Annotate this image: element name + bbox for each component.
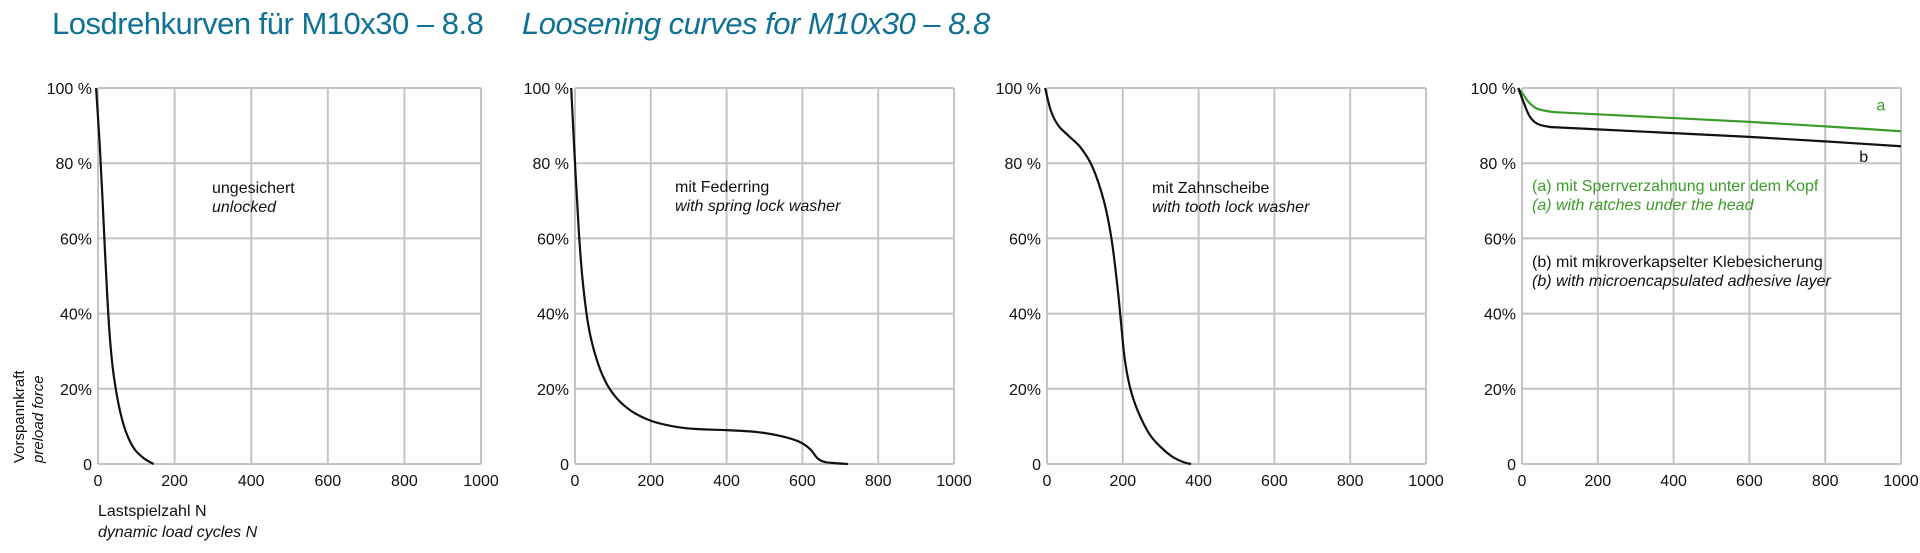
axis-labels: Vorspannkraft preload force Lastspielzah… <box>11 370 258 541</box>
x-tick-label: 0 <box>1043 473 1052 490</box>
series-line-tooth-lock-washer <box>1044 87 1192 466</box>
y-tick-label: 0 <box>1507 457 1516 474</box>
y-tick-label: 0 <box>1032 457 1041 474</box>
x-tick-label: 200 <box>161 473 188 490</box>
x-tick-label: 200 <box>1109 473 1136 490</box>
y-axis-label-de: Vorspannkraft <box>11 370 28 463</box>
x-tick-label: 400 <box>1660 473 1687 490</box>
x-tick-label: 1000 <box>936 473 972 490</box>
x-tick-label: 600 <box>1261 473 1288 490</box>
series-line-spring-lock-washer <box>570 87 848 466</box>
x-tick-label: 1000 <box>463 473 499 490</box>
y-tick-label: 0 <box>83 457 92 474</box>
page-title-english: Loosening curves for M10x30 – 8.8 <box>522 6 990 41</box>
x-tick-label: 400 <box>713 473 740 490</box>
x-axis-label-en: dynamic load cycles N <box>98 524 258 541</box>
y-tick-label: 40% <box>1009 307 1041 324</box>
chart-4: 0 200 400 600 800 1000 0 20% 40% 60% 80 % 100 % (a) … <box>1471 81 1919 490</box>
y-tick-label: 20% <box>1484 382 1516 399</box>
y-tick-label: 80 % <box>56 156 92 173</box>
y-tick-label: 40% <box>1484 307 1516 324</box>
y-tick-label: 40% <box>60 307 92 324</box>
page-title-german: Losdrehkurven für M10x30 – 8.8 <box>52 6 484 41</box>
y-axis-label-en: preload force <box>30 375 47 464</box>
y-tick-label: 100 % <box>524 81 569 98</box>
y-tick-label: 100 % <box>1471 81 1516 98</box>
y-tick-label: 20% <box>1009 382 1041 399</box>
x-tick-label: 0 <box>1518 473 1527 490</box>
y-tick-label: 0 <box>560 457 569 474</box>
x-tick-label: 200 <box>637 473 664 490</box>
series-label-a: a <box>1876 97 1885 114</box>
legend-entry-de: (b) mit mikroverkapselter Klebesicherung <box>1532 254 1823 271</box>
chart-3: 0 200 400 600 800 1000 0 20% 40% 60% 80 % 100 % mit … <box>996 81 1444 490</box>
y-tick-label: 100 % <box>47 81 92 98</box>
annotation-de: mit Zahnscheibe <box>1152 180 1269 197</box>
x-tick-label: 1000 <box>1408 473 1444 490</box>
series-line-b <box>1517 87 1902 148</box>
annotation-de: ungesichert <box>212 180 295 197</box>
series-line-unlocked <box>94 87 155 465</box>
y-tick-label: 100 % <box>996 81 1041 98</box>
x-tick-label: 1000 <box>1883 473 1919 490</box>
x-tick-label: 0 <box>94 473 103 490</box>
x-tick-label: 800 <box>865 473 892 490</box>
chart-2: 0 200 400 600 800 1000 0 20% 40% 60% 80 % 100 % mit … <box>524 81 972 490</box>
annotation-en: with spring lock washer <box>675 198 841 215</box>
legend-entry-en: (a) with ratches under the head <box>1532 197 1755 214</box>
annotation-en: with tooth lock washer <box>1152 199 1310 216</box>
y-tick-label: 60% <box>537 231 569 248</box>
x-tick-label: 400 <box>238 473 265 490</box>
x-tick-label: 800 <box>1812 473 1839 490</box>
legend-entry-en: (b) with microencapsulated adhesive laye… <box>1532 273 1831 290</box>
y-tick-label: 80 % <box>1480 156 1516 173</box>
x-tick-label: 0 <box>571 473 580 490</box>
annotation-de: mit Federring <box>675 179 769 196</box>
x-tick-label: 400 <box>1185 473 1212 490</box>
series-line-a <box>1517 87 1902 133</box>
legend-entry-de: (a) mit Sperrverzahnung unter dem Kopf <box>1532 178 1819 195</box>
x-tick-label: 800 <box>391 473 418 490</box>
y-tick-label: 60% <box>1484 231 1516 248</box>
y-tick-label: 60% <box>60 231 92 248</box>
x-tick-label: 600 <box>314 473 341 490</box>
y-tick-label: 20% <box>537 382 569 399</box>
y-tick-label: 80 % <box>533 156 569 173</box>
x-tick-label: 600 <box>1736 473 1763 490</box>
x-tick-label: 800 <box>1337 473 1364 490</box>
y-tick-label: 80 % <box>1005 156 1041 173</box>
x-axis-label-de: Lastspielzahl N <box>98 503 207 520</box>
y-tick-label: 60% <box>1009 231 1041 248</box>
annotation-en: unlocked <box>212 199 277 216</box>
x-tick-label: 200 <box>1584 473 1611 490</box>
x-tick-label: 600 <box>789 473 816 490</box>
y-tick-label: 40% <box>537 307 569 324</box>
chart-1: 0 200 400 600 800 1000 0 20% 40% 60% 80 % 100 % unge… <box>47 81 499 490</box>
series-label-b: b <box>1859 149 1868 166</box>
y-tick-label: 20% <box>60 382 92 399</box>
